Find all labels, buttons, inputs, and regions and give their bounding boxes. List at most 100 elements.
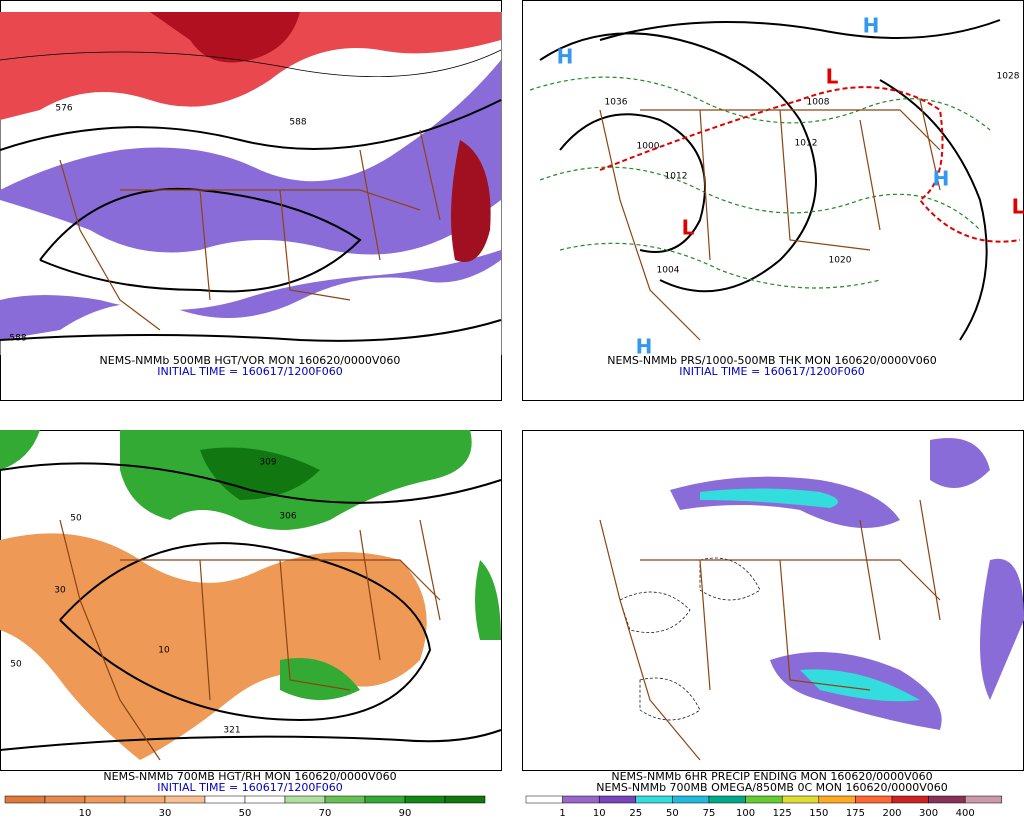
panel-700mb: 309 306 321 50 50 10 30 NEMS-NMMb 700MB …: [0, 430, 502, 819]
strong-vorticity: [451, 140, 491, 262]
moist-region: [0, 430, 40, 470]
colorbar-swatch: [4, 795, 46, 804]
isobar: [599, 19, 1001, 41]
colorbar-swatch: [672, 795, 710, 804]
saturated-region: [200, 447, 320, 500]
caption: NEMS-NMMb 6HR PRECIP ENDING MON 160620/0…: [611, 770, 932, 783]
anticyclonic-region: [0, 12, 501, 120]
low-symbol: L: [826, 65, 839, 89]
colorbar-swatch: [404, 795, 446, 804]
caption: NEMS-NMMb 500MB HGT/VOR MON 160620/0000V…: [100, 354, 401, 367]
contour-label: 1012: [665, 172, 688, 182]
contour-label: 1028: [997, 72, 1020, 82]
state-borders: [599, 99, 941, 341]
contour-label: 10: [158, 646, 170, 656]
colorbar-swatch: [745, 795, 783, 804]
moist-region: [280, 658, 360, 700]
contour-label: 1012: [795, 139, 818, 149]
colorbar-swatch: [781, 795, 820, 804]
caption: NEMS-NMMb 700MB HGT/RH MON 160620/0000V0…: [103, 770, 396, 783]
contour-label: 1036: [605, 98, 628, 108]
colorbar-label: 10: [79, 808, 92, 819]
colorbar-swatch: [708, 795, 746, 804]
colorbar-label: 175: [846, 808, 865, 819]
thickness-contour: [559, 242, 881, 289]
colorbar: 10 30 50 70 90: [4, 795, 486, 819]
isobar: [539, 32, 817, 293]
contour-label: 1000: [637, 142, 660, 152]
colorbar-label: 1: [559, 808, 565, 819]
high-symbol: H: [933, 167, 950, 191]
colorbar-label: 300: [919, 808, 938, 819]
colorbar-swatch: [164, 795, 206, 804]
colorbar-label: 30: [159, 808, 172, 819]
contour-label: 1008: [807, 98, 830, 108]
state-borders: [599, 499, 941, 761]
neutral-region: [0, 200, 501, 310]
height-contour: [0, 99, 502, 151]
caption: INITIAL TIME = 160617/1200F060: [157, 781, 342, 794]
height-contour: [39, 187, 362, 293]
colorbar-swatch: [284, 795, 326, 804]
panel-precip: NEMS-NMMb 6HR PRECIP ENDING MON 160620/0…: [522, 430, 1024, 819]
precip-region: [930, 438, 990, 488]
colorbar-label: 10: [593, 808, 606, 819]
low-symbol: L: [1012, 195, 1024, 219]
colorbar-label: 75: [703, 808, 716, 819]
colorbar-swatch: [562, 795, 600, 804]
colorbar: 1 10 25 50 75 100 125 150 175 200 300 400: [525, 795, 1003, 819]
colorbar-label: 150: [809, 808, 828, 819]
colorbar-label: 125: [773, 808, 792, 819]
contour-label: 309: [259, 458, 276, 468]
colorbar-swatch: [124, 795, 166, 804]
thickness-contour: [539, 166, 981, 231]
thickness-contour: [529, 76, 991, 131]
colorbar-swatch: [818, 795, 856, 804]
height-contour: [0, 319, 502, 342]
contour-label: 50: [70, 514, 82, 524]
colorbar-swatch: [364, 795, 406, 804]
contour-label: 321: [223, 726, 240, 736]
contour-label: 1004: [657, 266, 680, 276]
panel-500mb: 576 588 588 NEMS-NMMb 500MB HGT/VOR MON …: [0, 0, 502, 401]
high-symbol: H: [557, 45, 574, 69]
panel-frame: [522, 0, 1024, 401]
moist-region: [475, 560, 501, 640]
isobar: [559, 113, 706, 253]
caption: NEMS-NMMb 700MB OMEGA/850MB 0C MON 16062…: [596, 781, 947, 794]
colorbar-label: 90: [399, 808, 412, 819]
colorbar-label: 25: [629, 808, 642, 819]
height-contour: [59, 542, 432, 722]
colorbar-swatch: [244, 795, 286, 804]
colorbar-label: 200: [882, 808, 901, 819]
freezing-line: [599, 86, 1021, 243]
contour-label: 306: [279, 512, 296, 522]
panel-pressure: H H H L L H L 1036 1000 1008 1012 1012 1…: [522, 0, 1024, 401]
colorbar-swatch: [598, 795, 637, 804]
high-symbol: H: [636, 335, 653, 359]
height-contour: [0, 729, 502, 751]
contour-label: 50: [10, 660, 22, 670]
colorbar-swatch: [525, 795, 563, 804]
high-symbol: H: [863, 14, 880, 38]
colorbar-label: 70: [319, 808, 332, 819]
state-borders: [59, 519, 441, 761]
colorbar-swatch: [324, 795, 366, 804]
colorbar-swatch: [84, 795, 126, 804]
omega-contour: [619, 557, 761, 721]
colorbar-swatch: [635, 795, 673, 804]
precip-region: [800, 669, 920, 702]
caption: INITIAL TIME = 160617/1200F060: [679, 365, 864, 378]
colorbar-swatch: [44, 795, 86, 804]
caption: NEMS-NMMb PRS/1000-500MB THK MON 160620/…: [607, 354, 937, 367]
precip-region: [700, 488, 838, 508]
colorbar-swatch: [204, 795, 246, 804]
colorbar-label: 400: [956, 808, 975, 819]
low-symbol: L: [682, 216, 695, 240]
height-contour: [0, 49, 502, 78]
isobar: [879, 79, 988, 341]
colorbar-swatch: [444, 795, 486, 804]
colorbar-label: 50: [239, 808, 252, 819]
precip-region: [980, 558, 1024, 700]
